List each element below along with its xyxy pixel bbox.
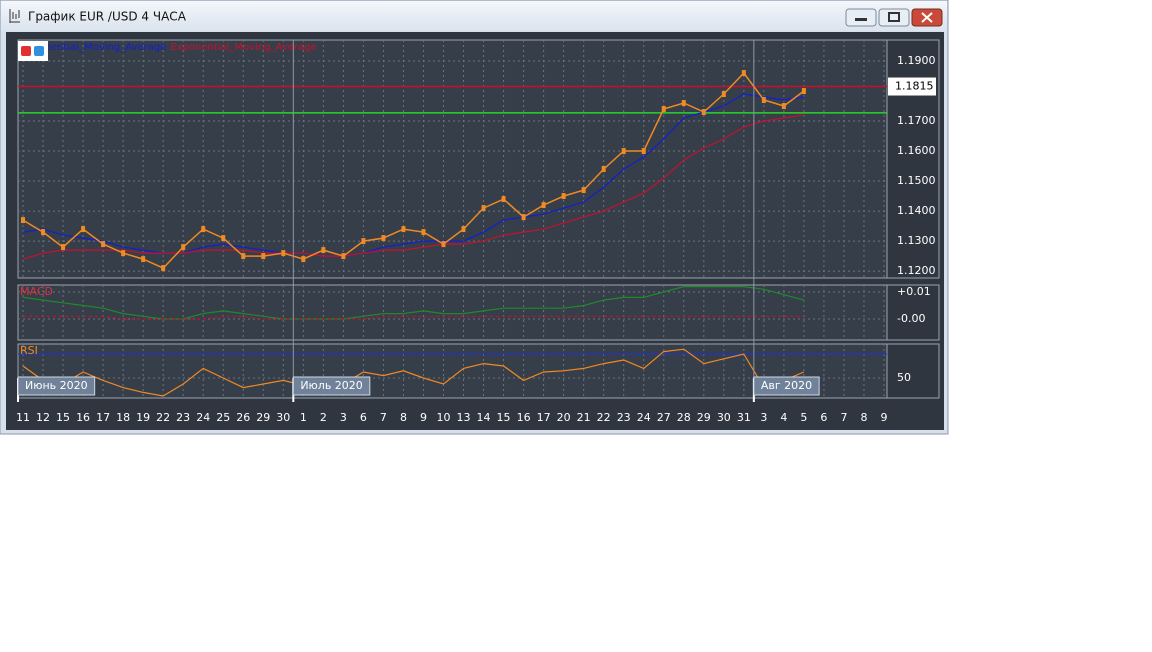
x-tick-label: 9 — [420, 411, 427, 424]
x-tick-label: 31 — [737, 411, 751, 424]
month-label: Июль 2020 — [300, 379, 363, 392]
price-axis-area — [886, 343, 940, 399]
x-tick-label: 17 — [96, 411, 110, 424]
close-icon — [921, 12, 933, 23]
series-line — [22, 93, 804, 257]
x-tick-label: 22 — [156, 411, 170, 424]
month-label: Июнь 2020 — [25, 379, 88, 392]
x-tick-label: 24 — [637, 411, 651, 424]
date-axis — [18, 400, 939, 428]
pane-title: MACD — [20, 285, 53, 298]
window-title: График EUR /USD 4 ЧАСА — [28, 10, 187, 24]
legend-entry: Exponential_Moving_Average — [170, 42, 316, 53]
x-tick-label: 6 — [360, 411, 367, 424]
x-tick-label: 18 — [116, 411, 130, 424]
y-tick-label: 1.1400 — [897, 204, 936, 217]
level-label-box — [888, 77, 936, 96]
x-tick-label: 21 — [577, 411, 591, 424]
maximize-button[interactable] — [878, 8, 910, 27]
x-tick-label: 17 — [537, 411, 551, 424]
x-tick-label: 6 — [820, 411, 827, 424]
blue-icon — [34, 46, 44, 56]
x-tick-label: 28 — [677, 411, 691, 424]
x-tick-label: 24 — [196, 411, 210, 424]
x-tick-label: 29 — [697, 411, 711, 424]
y-tick-label: 1.1500 — [897, 174, 936, 187]
x-tick-label: 11 — [16, 411, 30, 424]
x-tick-label: 27 — [657, 411, 671, 424]
minimize-button[interactable] — [845, 8, 877, 27]
y-tick-label: 50 — [897, 371, 911, 384]
x-tick-label: 7 — [840, 411, 847, 424]
x-tick-label: 1 — [300, 411, 307, 424]
y-tick-label: 1.1900 — [897, 54, 936, 67]
month-label-box — [292, 376, 371, 396]
x-tick-label: 23 — [176, 411, 190, 424]
x-tick-label: 13 — [457, 411, 471, 424]
series-line — [23, 315, 804, 320]
x-tick-label: 8 — [860, 411, 867, 424]
y-tick-label: 1.1200 — [897, 264, 936, 277]
series-line — [22, 348, 805, 397]
x-tick-label: 5 — [800, 411, 807, 424]
x-tick-label: 14 — [477, 411, 491, 424]
pane — [17, 39, 888, 279]
pane — [17, 284, 888, 341]
price-line — [22, 71, 805, 270]
maximize-icon — [888, 12, 900, 22]
x-tick-label: 30 — [717, 411, 731, 424]
y-tick-label: -0.00 — [897, 312, 925, 325]
legend-entry: Exponential_Moving_Average — [20, 42, 166, 53]
series-line — [22, 286, 805, 320]
x-tick-label: 4 — [780, 411, 787, 424]
y-tick-label: 1.1700 — [897, 114, 936, 127]
month-label: Авг 2020 — [761, 379, 812, 392]
red-icon — [21, 46, 31, 56]
x-tick-label: 20 — [557, 411, 571, 424]
y-tick-label: 1.1600 — [897, 144, 936, 157]
y-tick-label: 1.1300 — [897, 234, 936, 247]
x-tick-label: 23 — [617, 411, 631, 424]
x-tick-label: 8 — [400, 411, 407, 424]
x-tick-label: 16 — [76, 411, 90, 424]
x-tick-label: 29 — [256, 411, 270, 424]
app-icon — [9, 9, 20, 23]
x-tick-label: 22 — [597, 411, 611, 424]
x-tick-label: 19 — [136, 411, 150, 424]
y-tick-label: +0.01 — [897, 285, 931, 298]
x-tick-label: 26 — [236, 411, 250, 424]
pane-title: RSI — [20, 344, 38, 357]
x-tick-label: 7 — [380, 411, 387, 424]
x-tick-label: 10 — [436, 411, 450, 424]
x-tick-label: 16 — [517, 411, 531, 424]
x-tick-label: 2 — [320, 411, 327, 424]
month-label-box — [753, 376, 820, 396]
title-bar — [1, 1, 947, 31]
x-tick-label: 9 — [881, 411, 888, 424]
x-tick-label: 15 — [56, 411, 70, 424]
x-tick-label: 12 — [36, 411, 50, 424]
x-tick-label: 25 — [216, 411, 230, 424]
series-line — [22, 114, 804, 260]
price-axis-area — [886, 284, 940, 341]
x-tick-label: 15 — [497, 411, 511, 424]
month-label-box — [17, 376, 96, 396]
minimize-icon — [855, 18, 867, 21]
level-label: 1.1815 — [895, 80, 934, 93]
price-bar — [21, 217, 25, 224]
x-tick-label: 30 — [276, 411, 290, 424]
legend-icons — [18, 41, 48, 61]
x-tick-label: 3 — [760, 411, 767, 424]
x-tick-label: 3 — [340, 411, 347, 424]
